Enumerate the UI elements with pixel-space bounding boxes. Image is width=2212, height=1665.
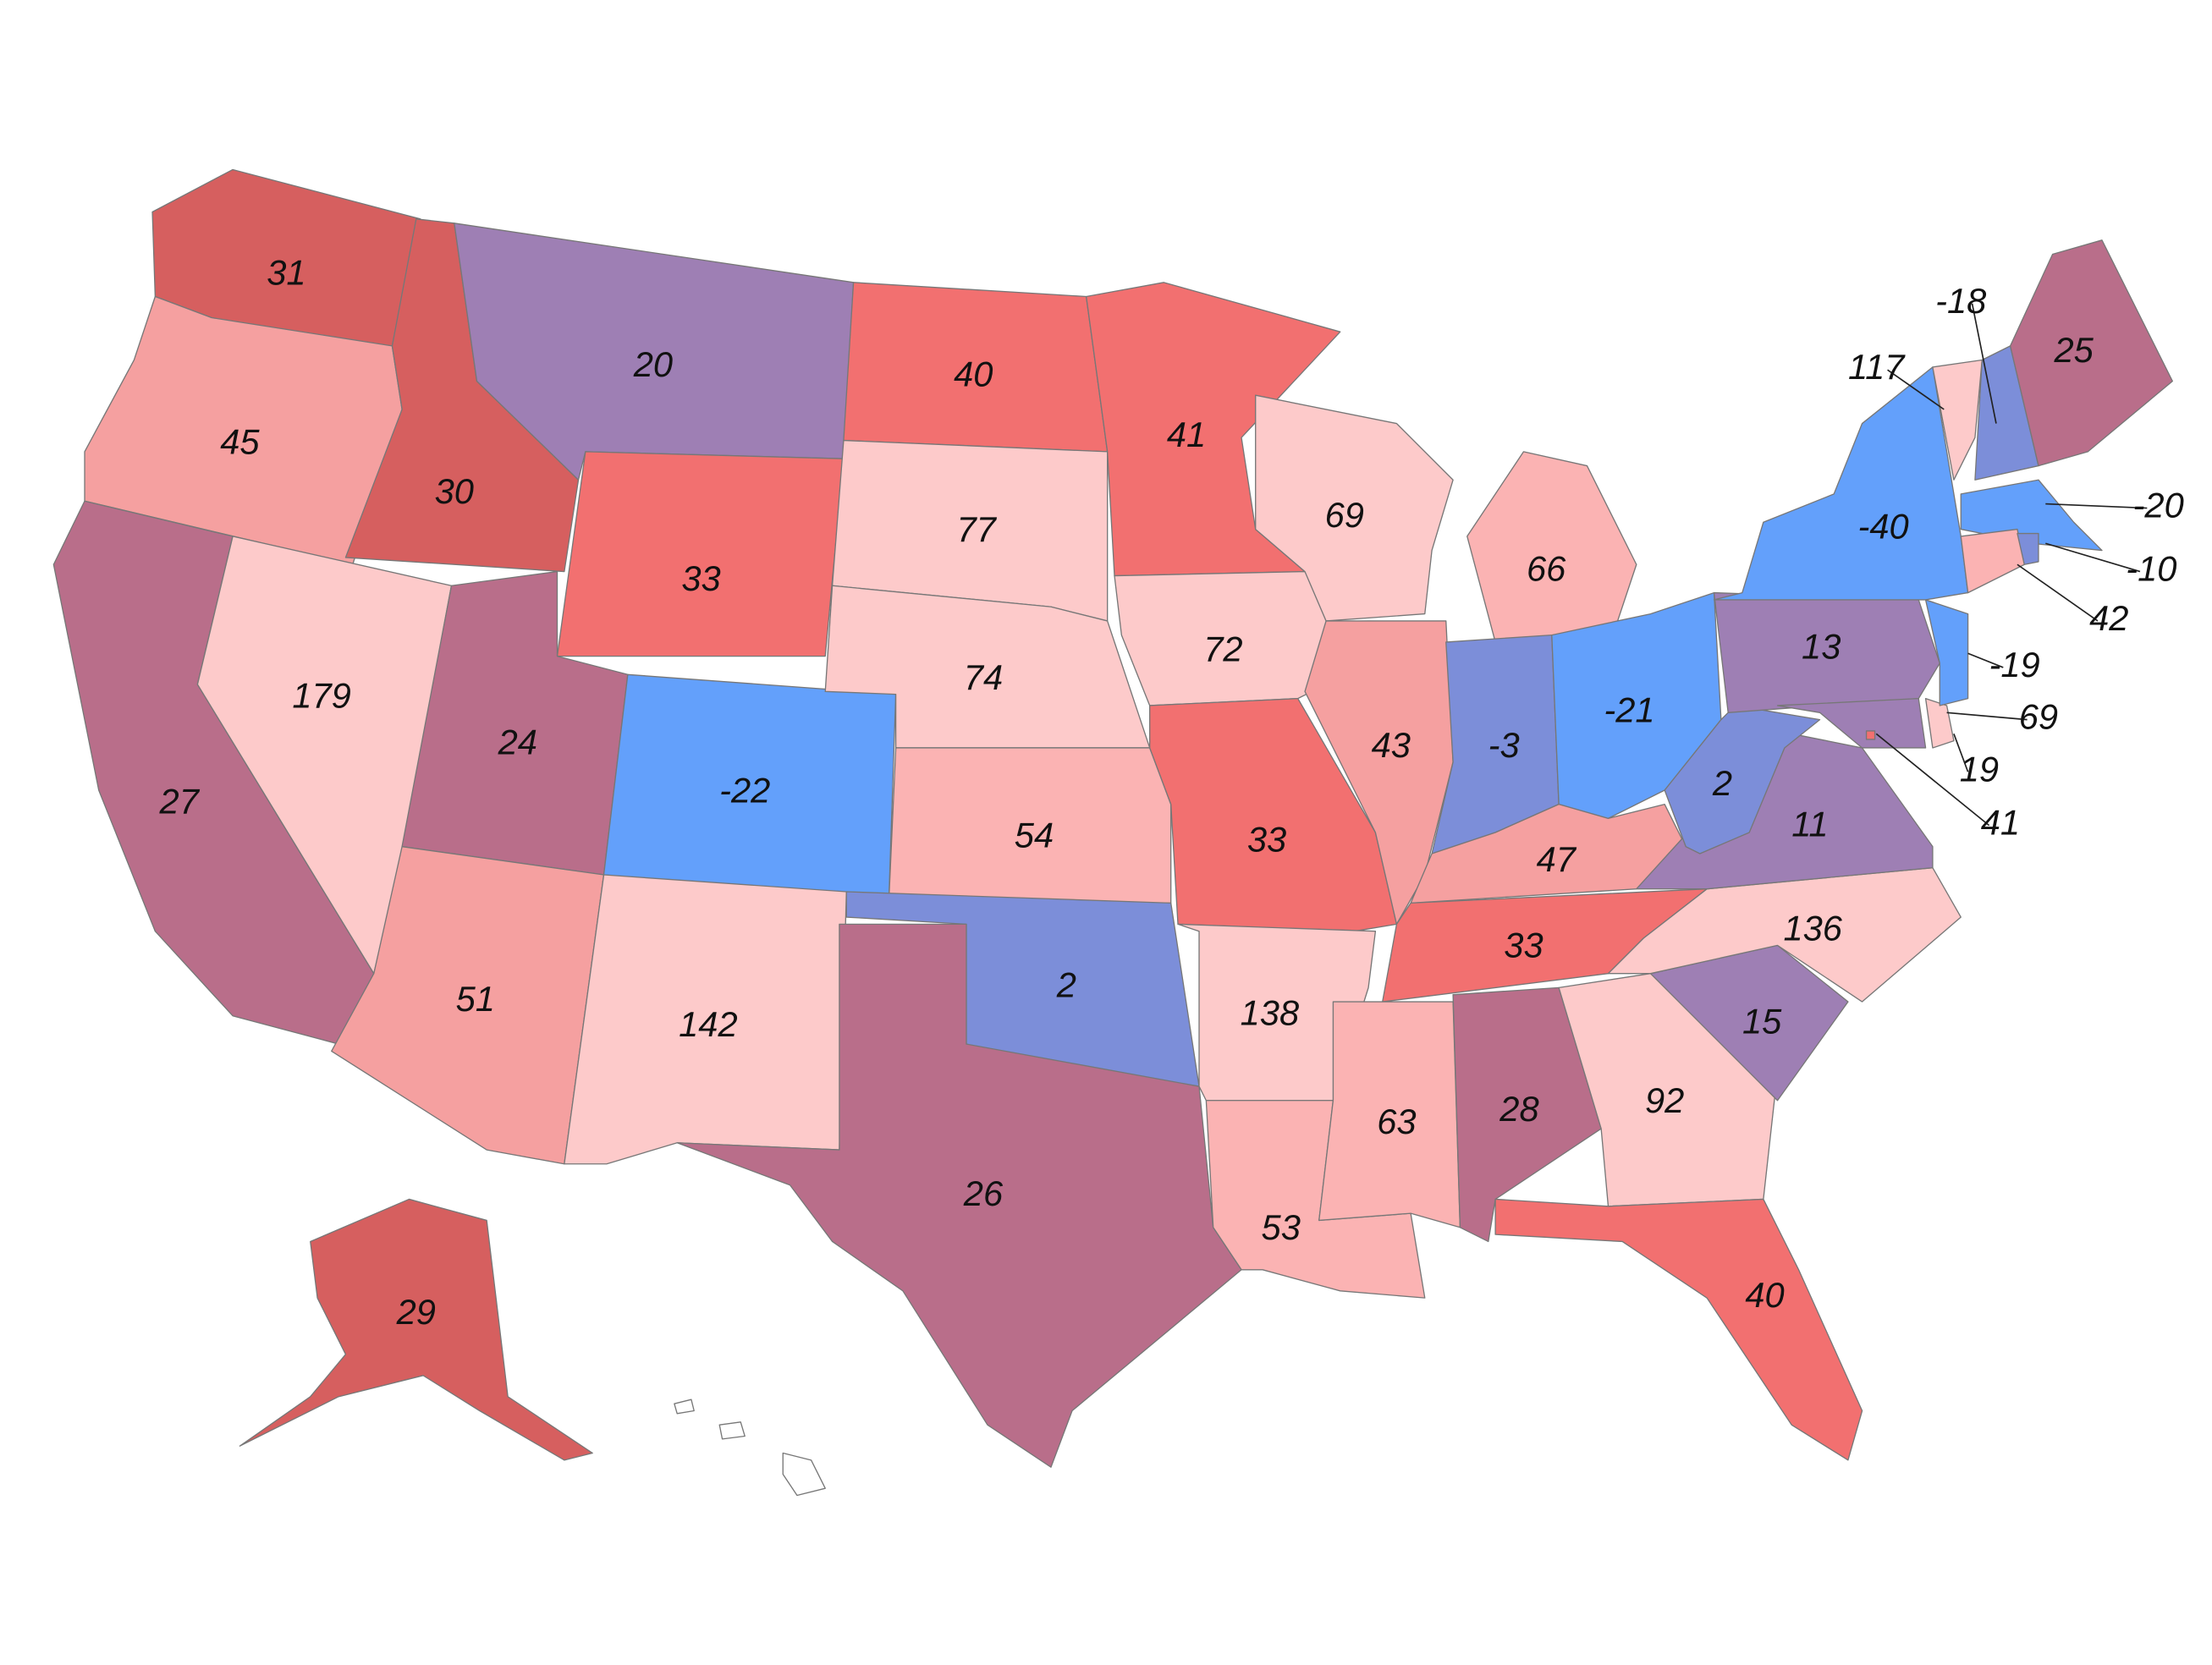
leader-line bbox=[2017, 563, 2099, 622]
region-label: 47 bbox=[1537, 839, 1577, 879]
region-label: 33 bbox=[681, 558, 720, 598]
region-label: 136 bbox=[1783, 909, 1842, 948]
region-label: 138 bbox=[1241, 993, 1300, 1033]
region-label: -19 bbox=[1989, 645, 2039, 684]
leader-line bbox=[1971, 303, 1997, 424]
region-label: 40 bbox=[954, 354, 993, 394]
region-label: 69 bbox=[1325, 495, 1364, 535]
region-label: -18 bbox=[1935, 281, 1986, 321]
region-label: 13 bbox=[1802, 626, 1841, 666]
region-label: -40 bbox=[1857, 507, 1908, 547]
region-label: 27 bbox=[159, 782, 201, 822]
region-label: 26 bbox=[963, 1173, 1004, 1213]
leader-line bbox=[2045, 542, 2141, 573]
region-label: 63 bbox=[1377, 1102, 1416, 1141]
region bbox=[676, 923, 1242, 1468]
region-label: 28 bbox=[1499, 1089, 1538, 1129]
region bbox=[1494, 1198, 1863, 1461]
region-label: 20 bbox=[633, 344, 673, 384]
region-label: 42 bbox=[2089, 598, 2128, 638]
hawaii bbox=[782, 1452, 826, 1497]
region-label: 66 bbox=[1527, 549, 1566, 589]
region bbox=[1924, 599, 1969, 706]
leader-line bbox=[1967, 652, 2004, 668]
region-label: 33 bbox=[1504, 926, 1543, 965]
region-label: 45 bbox=[220, 422, 260, 462]
region-label: 54 bbox=[1015, 816, 1054, 855]
region bbox=[1255, 394, 1454, 622]
region-label: 41 bbox=[1167, 415, 1206, 454]
region-label: 25 bbox=[2053, 330, 2094, 370]
region-label: 41 bbox=[1981, 803, 2020, 843]
region bbox=[1865, 730, 1876, 740]
leader-line bbox=[1946, 712, 2028, 721]
region-label: 29 bbox=[396, 1292, 436, 1332]
region-label: 19 bbox=[1960, 749, 1999, 789]
region-label: 77 bbox=[956, 509, 997, 549]
region bbox=[1960, 528, 2025, 594]
region-label: 30 bbox=[435, 471, 474, 511]
region-label: 33 bbox=[1247, 820, 1286, 860]
region-label: 43 bbox=[1372, 725, 1411, 765]
region-label: -3 bbox=[1488, 725, 1520, 765]
region-label: 117 bbox=[1848, 347, 1906, 387]
region-label: 24 bbox=[498, 723, 537, 762]
region bbox=[1607, 867, 1962, 1003]
region-label: 142 bbox=[679, 1004, 738, 1044]
region bbox=[888, 747, 1172, 904]
region-label: -20 bbox=[2133, 486, 2184, 525]
leader-line bbox=[2045, 503, 2148, 509]
leader-line bbox=[1875, 733, 1990, 827]
region bbox=[556, 451, 845, 657]
region bbox=[2017, 532, 2039, 565]
region-label: 72 bbox=[1203, 629, 1242, 669]
region-label: 51 bbox=[456, 979, 495, 1019]
region-label: 2 bbox=[1056, 964, 1076, 1004]
region-label: 11 bbox=[1791, 804, 1828, 843]
region bbox=[239, 1198, 593, 1461]
region-label: 74 bbox=[964, 657, 1003, 697]
region-label: -22 bbox=[719, 770, 770, 810]
leader-line bbox=[1953, 734, 1969, 772]
region-label: 92 bbox=[1645, 1080, 1684, 1120]
region-label: 179 bbox=[292, 676, 351, 716]
hawaii bbox=[718, 1421, 746, 1440]
hawaii bbox=[674, 1398, 695, 1415]
region-label: -21 bbox=[1604, 690, 1654, 729]
region bbox=[1410, 803, 1687, 904]
leader-line bbox=[1887, 369, 1945, 410]
region bbox=[1664, 705, 1821, 854]
region bbox=[1932, 359, 1983, 481]
region bbox=[2009, 239, 2173, 467]
region-label: 53 bbox=[1262, 1207, 1301, 1247]
region-label: 15 bbox=[1742, 1002, 1782, 1041]
region-label: -10 bbox=[2126, 549, 2176, 589]
region-label: 31 bbox=[267, 252, 305, 292]
region-label: 69 bbox=[2019, 697, 2058, 737]
region-label: 40 bbox=[1745, 1275, 1784, 1315]
region bbox=[1713, 366, 1969, 601]
region-label: 2 bbox=[1712, 763, 1732, 803]
